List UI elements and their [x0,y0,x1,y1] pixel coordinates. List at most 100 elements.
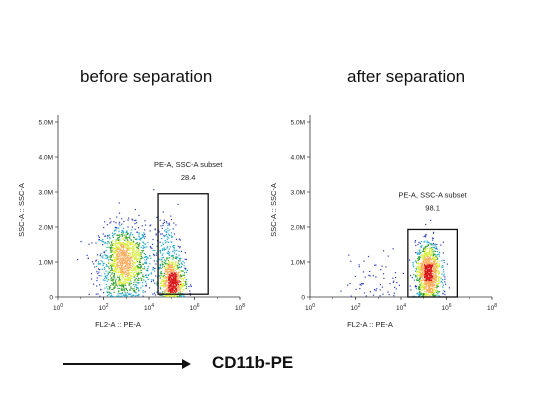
event-dot [178,287,180,290]
event-dot [423,288,426,291]
event-dot [174,281,176,283]
event-dot [111,278,113,280]
event-dot [116,240,118,242]
event-dot [439,277,441,279]
event-dot [168,241,170,243]
event-dot [133,236,135,238]
event-dot [418,265,420,267]
event-dot [97,263,99,265]
event-dot [420,271,422,274]
event-dot [145,274,148,276]
event-dot [155,233,157,235]
event-dot [430,270,432,272]
event-dot [428,263,430,265]
event-dot [428,273,431,275]
event-dot [117,261,119,263]
event-dot [109,258,111,260]
event-dot [369,275,371,277]
event-dot [129,277,131,279]
event-dot [420,268,422,270]
event-dot [121,267,124,270]
event-dot [135,255,137,257]
event-dot [110,280,112,282]
event-dot [169,266,172,268]
event-dot [173,233,175,235]
event-dot [430,267,433,269]
event-dot [145,262,147,265]
event-dot [102,264,104,266]
event-dot [165,268,167,270]
event-dot [395,288,397,290]
event-dot [160,252,162,254]
event-dot [113,253,115,255]
event-dot [421,245,423,247]
event-dot [431,285,433,287]
event-dot [429,269,431,272]
event-dot [417,258,419,260]
event-dot [175,295,177,297]
event-dot [135,254,137,256]
event-dot [429,268,431,270]
event-dot [111,246,113,248]
event-dot [138,238,140,240]
event-dot [126,288,128,291]
event-dot [111,244,113,246]
event-dot [436,263,438,266]
event-dot [433,231,435,233]
event-dot [168,276,170,278]
event-dot [130,282,132,284]
event-dot [128,284,130,286]
event-dot [170,290,172,292]
event-dot [164,230,166,232]
event-dot [425,282,427,284]
event-dot [88,293,90,295]
event-dot [98,261,100,263]
event-dot [423,283,425,286]
event-dot [116,253,118,255]
event-dot [129,274,131,276]
event-dot [423,255,425,257]
event-dot [136,258,138,260]
event-dot [138,255,140,258]
event-dot [130,267,132,269]
event-dot [121,270,123,272]
marker-label: CD11b-PE [212,353,294,372]
event-dot [173,287,175,289]
event-dot [419,285,421,287]
event-dot [180,295,182,298]
event-dot [132,240,135,242]
event-dot [421,241,423,243]
event-dot [125,282,127,284]
event-dot [419,249,421,251]
event-dot [144,259,146,261]
event-dot [142,285,144,287]
event-dot [137,249,139,251]
event-dot [438,276,440,278]
event-dot [188,285,190,288]
event-dot [437,294,439,296]
event-dot [174,277,176,279]
event-dot [418,280,420,282]
event-dot [173,289,175,291]
event-dot [169,295,171,297]
event-dot [104,251,106,253]
event-dot [176,295,179,297]
event-dot [175,238,178,240]
event-dot [164,248,166,250]
event-dot [120,274,122,276]
event-dot [156,284,158,286]
event-dot [135,268,137,270]
event-dot [125,237,127,240]
event-dot [160,288,162,290]
event-dot [121,251,123,253]
event-dot [121,278,123,280]
event-dot [129,253,131,255]
event-dot [184,267,186,269]
event-dot [119,287,121,289]
event-dot [385,266,387,268]
event-dot [156,216,158,218]
event-dot [177,267,179,269]
event-dot [124,270,126,272]
event-dot [112,235,114,237]
event-dot [168,223,170,225]
